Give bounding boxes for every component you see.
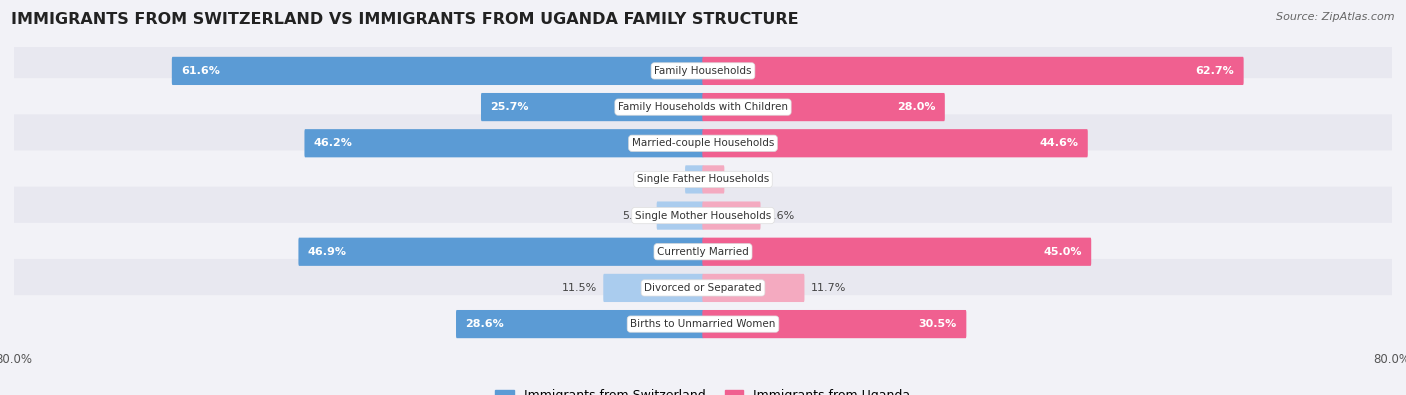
FancyBboxPatch shape <box>298 238 703 266</box>
FancyBboxPatch shape <box>7 114 1399 172</box>
FancyBboxPatch shape <box>703 93 945 121</box>
FancyBboxPatch shape <box>305 129 703 157</box>
FancyBboxPatch shape <box>703 238 1091 266</box>
FancyBboxPatch shape <box>7 259 1399 317</box>
Text: 46.2%: 46.2% <box>314 138 353 148</box>
Text: 61.6%: 61.6% <box>181 66 219 76</box>
Text: 25.7%: 25.7% <box>491 102 529 112</box>
Text: Single Mother Households: Single Mother Households <box>636 211 770 220</box>
Text: 5.3%: 5.3% <box>623 211 651 220</box>
FancyBboxPatch shape <box>685 166 703 194</box>
FancyBboxPatch shape <box>703 274 804 302</box>
Text: Family Households with Children: Family Households with Children <box>619 102 787 112</box>
Text: 45.0%: 45.0% <box>1043 247 1083 257</box>
Text: Single Father Households: Single Father Households <box>637 175 769 184</box>
Text: 44.6%: 44.6% <box>1039 138 1078 148</box>
Text: 28.0%: 28.0% <box>897 102 935 112</box>
FancyBboxPatch shape <box>7 150 1399 208</box>
Text: Divorced or Separated: Divorced or Separated <box>644 283 762 293</box>
FancyBboxPatch shape <box>703 201 761 229</box>
FancyBboxPatch shape <box>7 295 1399 353</box>
Legend: Immigrants from Switzerland, Immigrants from Uganda: Immigrants from Switzerland, Immigrants … <box>491 384 915 395</box>
FancyBboxPatch shape <box>603 274 703 302</box>
Text: 30.5%: 30.5% <box>918 319 957 329</box>
Text: 46.9%: 46.9% <box>308 247 347 257</box>
Text: IMMIGRANTS FROM SWITZERLAND VS IMMIGRANTS FROM UGANDA FAMILY STRUCTURE: IMMIGRANTS FROM SWITZERLAND VS IMMIGRANT… <box>11 12 799 27</box>
FancyBboxPatch shape <box>481 93 703 121</box>
Text: 28.6%: 28.6% <box>465 319 505 329</box>
FancyBboxPatch shape <box>7 187 1399 245</box>
FancyBboxPatch shape <box>7 78 1399 136</box>
FancyBboxPatch shape <box>456 310 703 338</box>
FancyBboxPatch shape <box>703 166 724 194</box>
Text: Family Households: Family Households <box>654 66 752 76</box>
FancyBboxPatch shape <box>657 201 703 229</box>
FancyBboxPatch shape <box>703 310 966 338</box>
Text: Currently Married: Currently Married <box>657 247 749 257</box>
FancyBboxPatch shape <box>703 129 1088 157</box>
Text: Source: ZipAtlas.com: Source: ZipAtlas.com <box>1277 12 1395 22</box>
Text: Births to Unmarried Women: Births to Unmarried Women <box>630 319 776 329</box>
FancyBboxPatch shape <box>703 57 1244 85</box>
FancyBboxPatch shape <box>172 57 703 85</box>
Text: 62.7%: 62.7% <box>1195 66 1234 76</box>
Text: 11.7%: 11.7% <box>811 283 846 293</box>
Text: Married-couple Households: Married-couple Households <box>631 138 775 148</box>
Text: 11.5%: 11.5% <box>562 283 598 293</box>
FancyBboxPatch shape <box>7 42 1399 100</box>
FancyBboxPatch shape <box>7 223 1399 281</box>
Text: 6.6%: 6.6% <box>766 211 794 220</box>
Text: 2.4%: 2.4% <box>731 175 759 184</box>
Text: 2.0%: 2.0% <box>651 175 679 184</box>
